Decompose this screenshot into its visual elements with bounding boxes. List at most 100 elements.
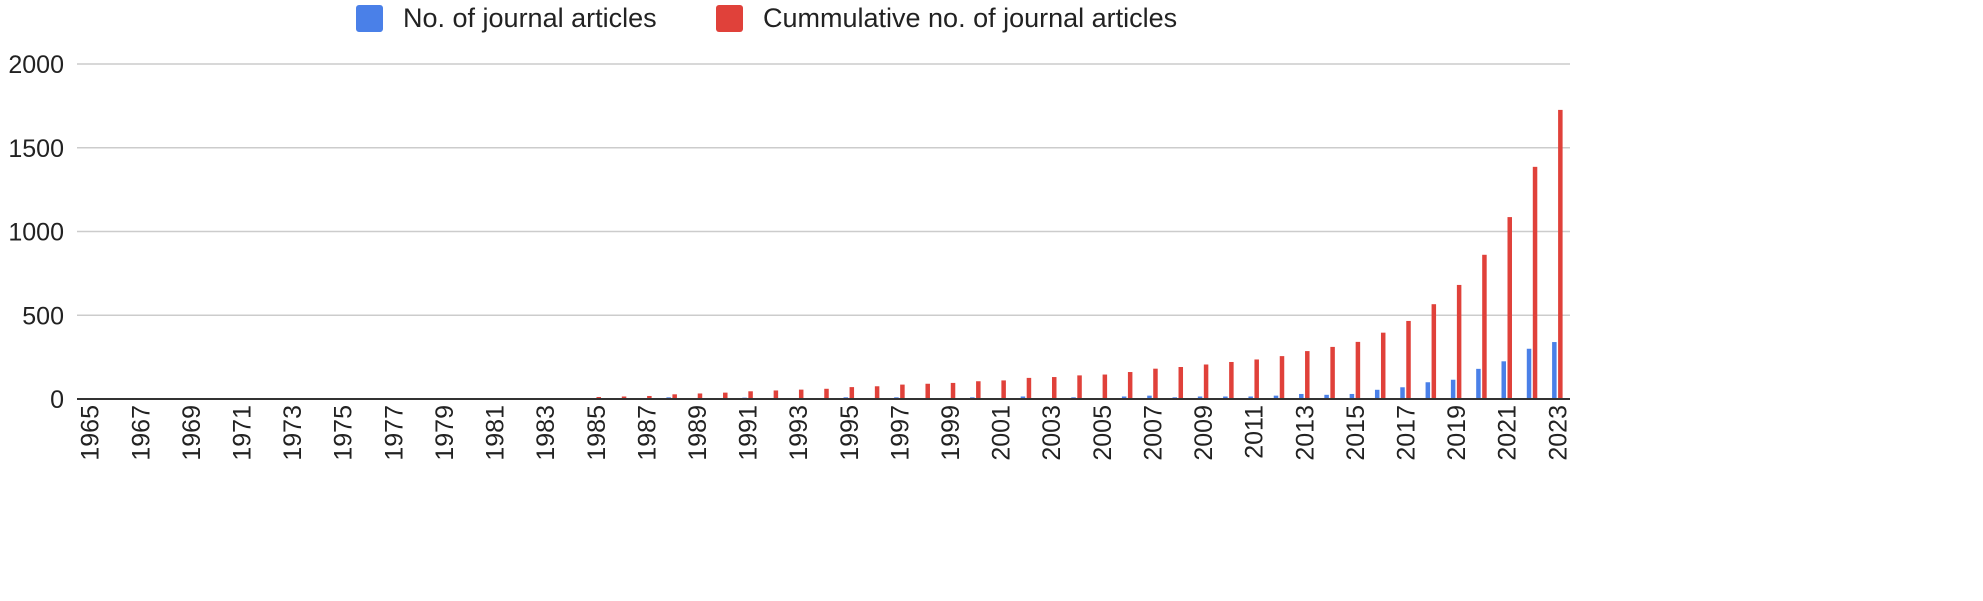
bar-articles-2012 [1273, 395, 1279, 399]
bar-articles-2006 [1121, 396, 1127, 399]
x-tick-label: 2017 [1393, 405, 1421, 461]
x-tick-label: 2015 [1342, 405, 1370, 461]
bar-cumulative-2008 [1178, 367, 1184, 399]
x-tick-label: 1987 [633, 405, 661, 461]
bar-articles-2020 [1476, 368, 1481, 399]
bar-cumulative-2018 [1431, 304, 1437, 399]
x-tick-label: 1991 [735, 405, 763, 461]
bar-cumulative-2000 [976, 381, 981, 399]
bar-cumulative-2020 [1482, 254, 1487, 399]
bar-cumulative-2002 [1026, 377, 1032, 399]
x-axis-ticks: 1965 1967 1969 1971 1973 1975 1977 1979 1981 1983… [77, 405, 1573, 461]
bar-cumulative-1989 [697, 393, 703, 399]
legend: No. of journal articles Cummulative no. … [0, 0, 1983, 40]
bar-cumulative-1997 [900, 384, 905, 399]
bar-articles-2023 [1552, 342, 1557, 399]
bar-cumulative-2006 [1127, 372, 1133, 399]
bar-articles-2011 [1248, 396, 1253, 399]
bar-articles-2010 [1223, 396, 1228, 399]
legend-label-cumulative: Cummulative no. of journal articles [763, 2, 1178, 33]
bar-cumulative-1986 [621, 396, 627, 399]
x-tick-label: 1983 [532, 405, 560, 461]
bar-cumulative-2004 [1077, 375, 1082, 399]
x-tick-label: 1995 [836, 405, 864, 461]
x-tick-label: 2021 [1494, 405, 1522, 461]
bar-cumulative-2014 [1330, 346, 1335, 399]
bar-cumulative-1999 [950, 382, 956, 399]
bar-cumulative-2001 [1001, 380, 1006, 399]
bar-cumulative-2022 [1532, 166, 1538, 399]
y-tick-label: 500 [22, 302, 64, 330]
y-tick-label: 1000 [8, 219, 64, 247]
bar-articles-2022 [1526, 348, 1532, 399]
bar-cumulative-1987 [647, 395, 652, 399]
x-tick-label: 2005 [1089, 405, 1117, 461]
bar-cumulative-1995 [849, 387, 855, 399]
bar-cumulative-1994 [824, 388, 829, 399]
bar-cumulative-2019 [1456, 284, 1462, 399]
bar-cumulative-2011 [1254, 359, 1259, 399]
bar-cumulative-2003 [1051, 377, 1057, 399]
x-tick-label: 1993 [785, 405, 813, 461]
bar-articles-2016 [1374, 389, 1380, 399]
bar-cumulative-2023 [1558, 109, 1563, 400]
x-tick-label: 1979 [431, 405, 459, 461]
x-tick-label: 1977 [380, 405, 408, 461]
x-tick-label: 1989 [684, 405, 712, 461]
bar-articles-2019 [1450, 379, 1456, 399]
bar-cumulative-1990 [723, 392, 728, 399]
y-tick-label: 1500 [8, 135, 64, 163]
x-tick-label: 2011 [1241, 405, 1269, 459]
x-tick-label: 2013 [1291, 405, 1319, 461]
x-tick-label: 1969 [178, 405, 206, 461]
bar-cumulative-2012 [1279, 356, 1285, 399]
y-tick-label: 0 [50, 386, 64, 414]
x-tick-label: 1971 [228, 405, 256, 461]
bar-cumulative-2009 [1203, 364, 1209, 399]
bar-cumulative-2016 [1380, 332, 1386, 399]
x-tick-label: 2009 [1190, 405, 1218, 461]
x-tick-label: 1981 [482, 405, 510, 461]
x-tick-label: 2019 [1443, 405, 1471, 461]
x-tick-label: 2023 [1544, 405, 1572, 461]
bar-articles-2015 [1349, 393, 1355, 399]
x-tick-label: 2001 [988, 405, 1016, 461]
bar-cumulative-1993 [798, 389, 804, 399]
bar-cumulative-1985 [596, 396, 602, 399]
x-tick-label: 1967 [127, 405, 155, 461]
x-tick-label: 1999 [937, 405, 965, 461]
bar-articles-2002 [1020, 396, 1026, 399]
bar-cumulative-1992 [773, 390, 779, 399]
bar-cumulative-2005 [1102, 374, 1108, 399]
bar-articles-2017 [1400, 387, 1405, 399]
legend-item-articles[interactable]: No. of journal articles [356, 3, 657, 33]
bar-articles-2018 [1425, 382, 1431, 399]
bars [590, 109, 1563, 400]
x-tick-label: 1973 [279, 405, 307, 461]
bar-cumulative-1991 [748, 391, 753, 399]
y-axis-ticks: 0 500 1000 1500 2000 [8, 51, 64, 414]
x-tick-label: 1985 [583, 405, 611, 461]
x-tick-label: 1965 [77, 405, 105, 461]
legend-item-cumulative[interactable]: Cummulative no. of journal articles [716, 3, 1177, 33]
bar-cumulative-2017 [1406, 320, 1411, 399]
legend-label-articles: No. of journal articles [403, 2, 657, 33]
gridlines [77, 63, 1570, 316]
bar-cumulative-2007 [1153, 368, 1158, 399]
legend-swatch-articles [356, 4, 383, 32]
y-tick-label: 2000 [8, 51, 64, 79]
legend-swatch-cumulative [716, 4, 743, 32]
bar-cumulative-2015 [1355, 341, 1361, 399]
bar-articles-2013 [1299, 393, 1304, 399]
bar-articles-2009 [1197, 396, 1203, 399]
bar-articles-2021 [1501, 361, 1506, 399]
bar-cumulative-1988 [672, 394, 677, 399]
bar-cumulative-2013 [1305, 351, 1310, 399]
bar-articles-2007 [1147, 395, 1152, 399]
x-tick-label: 1975 [330, 405, 358, 461]
x-tick-label: 2003 [1038, 405, 1066, 461]
bar-cumulative-1998 [925, 383, 930, 399]
bar-articles-2014 [1324, 394, 1329, 399]
x-tick-label: 2007 [1139, 405, 1167, 461]
